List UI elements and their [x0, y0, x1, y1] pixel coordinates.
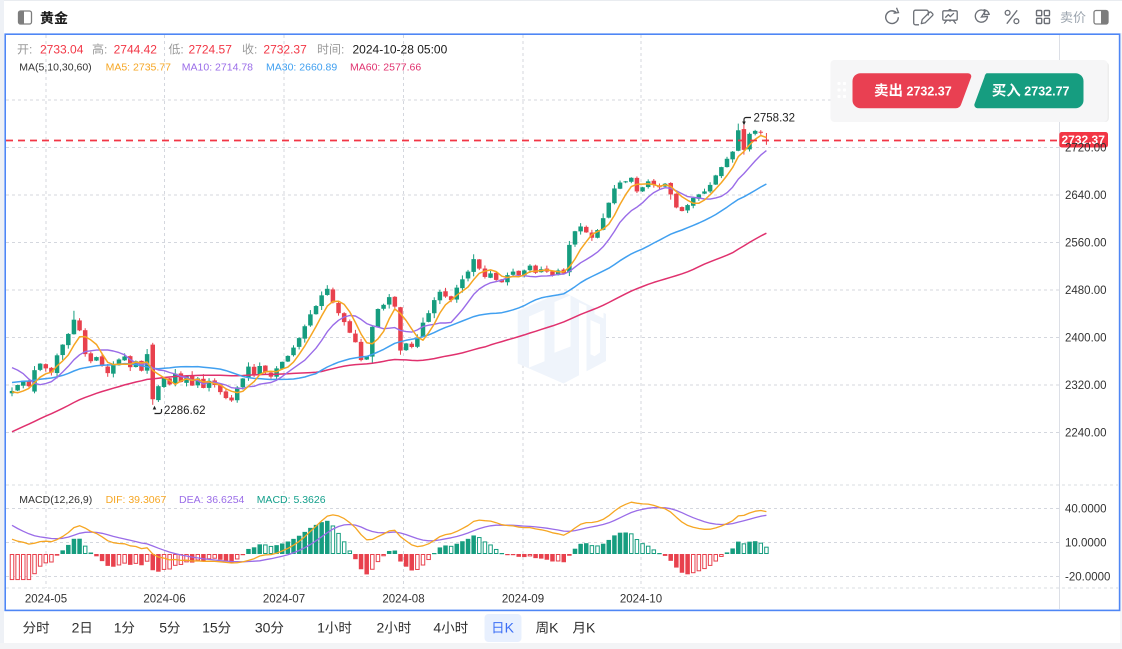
svg-text:2758.32: 2758.32 [754, 113, 796, 125]
svg-text:MACD(12,26,9): MACD(12,26,9) [19, 494, 92, 506]
svg-text:K: K [505, 620, 515, 636]
svg-text:15: 15 [202, 620, 218, 636]
svg-text:MA30: 2660.89: MA30: 2660.89 [266, 62, 337, 74]
svg-text:2560.00: 2560.00 [1065, 238, 1107, 250]
svg-text:2732.37: 2732.37 [907, 85, 952, 99]
svg-text:2733.04: 2733.04 [40, 43, 84, 57]
svg-text:2320.00: 2320.00 [1065, 380, 1107, 392]
svg-text::: : [104, 43, 107, 57]
svg-text:MA60: 2577.66: MA60: 2577.66 [350, 62, 421, 74]
svg-text:1: 1 [114, 620, 122, 636]
svg-text:2724.57: 2724.57 [189, 43, 233, 57]
svg-text:2720.00: 2720.00 [1065, 143, 1107, 155]
svg-text:2: 2 [72, 620, 80, 636]
svg-text:MACD: 5.3626: MACD: 5.3626 [257, 494, 326, 506]
svg-text:2400.00: 2400.00 [1065, 333, 1107, 345]
svg-text:K: K [549, 620, 559, 636]
svg-text:10.0000: 10.0000 [1065, 538, 1107, 550]
svg-text::: : [29, 43, 32, 57]
svg-text:30: 30 [255, 620, 271, 636]
svg-text:DEA: 36.6254: DEA: 36.6254 [179, 494, 245, 506]
svg-text:-20.0000: -20.0000 [1065, 572, 1110, 584]
svg-text:5: 5 [159, 620, 167, 636]
svg-text:2732.37: 2732.37 [1062, 133, 1106, 147]
svg-text:2024-06: 2024-06 [143, 594, 185, 606]
svg-text:MA5: 2735.77: MA5: 2735.77 [106, 62, 172, 74]
svg-text:K: K [586, 620, 596, 636]
svg-text:2480.00: 2480.00 [1065, 285, 1107, 297]
svg-text::: : [254, 43, 257, 57]
svg-text:2640.00: 2640.00 [1065, 190, 1107, 202]
svg-text:1: 1 [317, 620, 325, 636]
svg-text:2: 2 [377, 620, 385, 636]
svg-text:2732.37: 2732.37 [263, 43, 307, 57]
svg-text:MA(5,10,30,60): MA(5,10,30,60) [19, 62, 91, 74]
svg-text:2024-10-28 05:00: 2024-10-28 05:00 [353, 43, 448, 57]
svg-text:MA10: 2714.78: MA10: 2714.78 [182, 62, 253, 74]
svg-text:2286.62: 2286.62 [164, 405, 206, 417]
svg-text:4: 4 [433, 620, 441, 636]
svg-text::: : [341, 43, 344, 57]
svg-text:2024-07: 2024-07 [263, 594, 305, 606]
svg-text:2744.42: 2744.42 [114, 43, 158, 57]
svg-text:2732.77: 2732.77 [1024, 85, 1069, 99]
svg-text:2024-08: 2024-08 [382, 594, 424, 606]
svg-text:2024-09: 2024-09 [502, 594, 544, 606]
svg-text:40.0000: 40.0000 [1065, 504, 1107, 516]
svg-text:2024-05: 2024-05 [25, 594, 67, 606]
svg-text:2240.00: 2240.00 [1065, 428, 1107, 440]
svg-text:2024-10: 2024-10 [620, 594, 662, 606]
svg-text:DIF: 39.3067: DIF: 39.3067 [106, 494, 167, 506]
svg-text::: : [180, 43, 183, 57]
